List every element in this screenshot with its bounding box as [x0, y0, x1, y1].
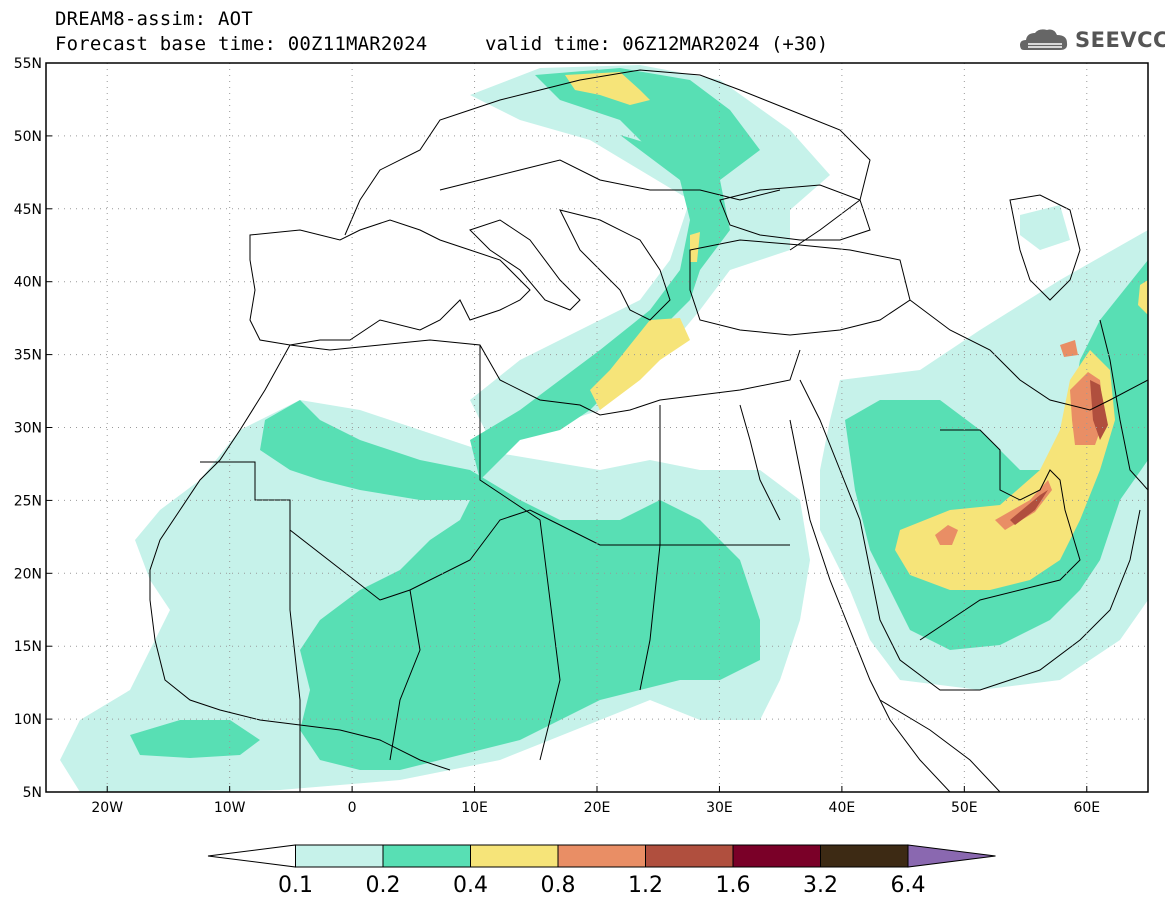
colorbar-level-label: 1.6 [716, 873, 751, 898]
colorbar-segment [295, 844, 384, 868]
colorbar-segment [732, 844, 821, 868]
lon-tick-label: 40E [829, 800, 856, 816]
lat-tick-label: 15N [14, 639, 42, 655]
colorbar-level-label: 0.4 [453, 873, 488, 898]
colorbar-level-label: 0.2 [366, 873, 401, 898]
lon-tick-label: 30E [706, 800, 733, 816]
lon-tick-label: 0 [348, 800, 357, 816]
lat-tick-label: 5N [23, 785, 42, 801]
lon-tick-label: 20E [584, 800, 611, 816]
lat-tick-label: 50N [14, 129, 42, 145]
colorbar-level-label: 0.8 [541, 873, 576, 898]
colorbar-segment [382, 844, 471, 868]
lon-tick-label: 20W [91, 800, 123, 816]
lat-tick-label: 35N [14, 348, 42, 364]
lat-tick-label: 40N [14, 275, 42, 291]
lat-tick-label: 30N [14, 421, 42, 437]
colorbar-level-label: 0.1 [278, 873, 313, 898]
lat-ticks: 55N 50N 45N 40N 35N 30N 25N 20N 15N 10N 5N [14, 56, 52, 801]
aot-band-1.2 [1010, 380, 1108, 525]
map-grid [46, 63, 1148, 792]
map-title: DREAM8-assim: AOT [55, 8, 253, 30]
valid-time: valid time: 06Z12MAR2024 (+30) [485, 33, 829, 55]
colorbar-level-label: 3.2 [803, 873, 838, 898]
colorbar-arrow-high [907, 844, 996, 868]
forecast-base-time: Forecast base time: 00Z11MAR2024 [55, 33, 428, 55]
colorbar-segment [470, 844, 559, 868]
colorbar-arrow-low [207, 844, 296, 868]
lon-ticks: 20W 10W 0 10E 20E 30E 40E 50E 60E [91, 786, 1100, 816]
colorbar-segment [820, 844, 909, 868]
lon-tick-label: 10E [461, 800, 488, 816]
lon-tick-label: 50E [951, 800, 978, 816]
lat-tick-label: 55N [14, 56, 42, 72]
logo-text: SEEVCCC [1075, 28, 1165, 52]
lat-tick-label: 25N [14, 493, 42, 509]
colorbar: 0.1 0.2 0.4 0.8 1.2 1.6 3.2 6.4 [207, 844, 996, 898]
colorbar-level-label: 6.4 [891, 873, 926, 898]
lat-tick-label: 45N [14, 202, 42, 218]
colorbar-segment [645, 844, 734, 868]
colorbar-level-label: 1.2 [628, 873, 663, 898]
lat-tick-label: 20N [14, 566, 42, 582]
lat-tick-label: 10N [14, 712, 42, 728]
lon-tick-label: 60E [1073, 800, 1100, 816]
lon-tick-label: 10W [214, 800, 246, 816]
coastlines [149, 69, 1148, 792]
colorbar-segment [557, 844, 646, 868]
cloud-logo-icon [1020, 29, 1068, 50]
